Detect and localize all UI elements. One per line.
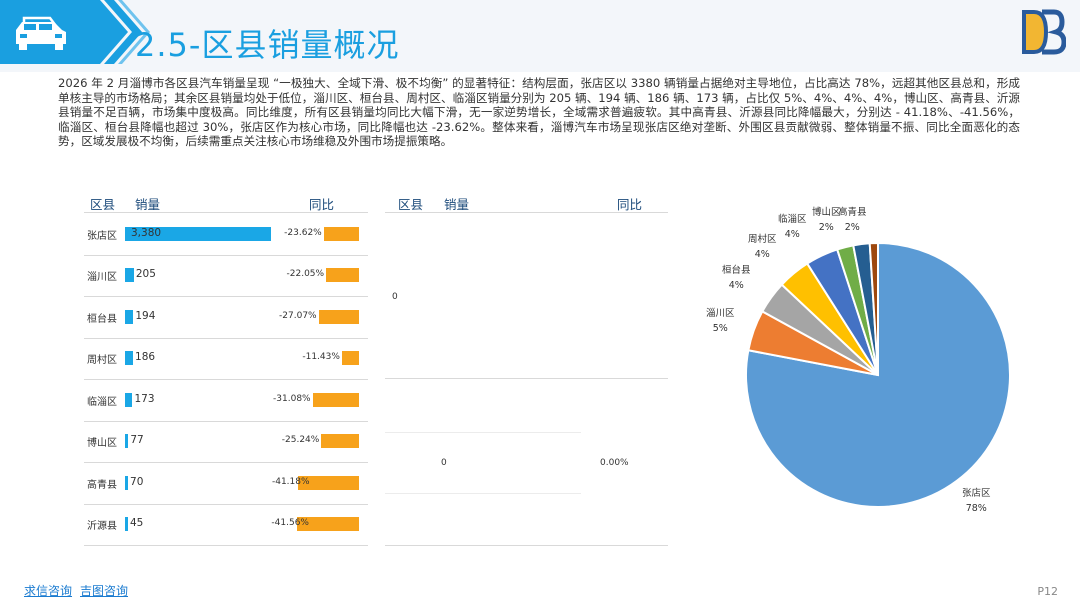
row-divider <box>84 462 368 463</box>
yoy-bar <box>297 475 359 490</box>
right-table-inner-line-2 <box>385 493 581 494</box>
row-district-label: 沂源县 <box>87 521 117 533</box>
pie-label: 高青县 2% <box>838 205 867 235</box>
pie-label: 淄川区 5% <box>706 306 735 336</box>
yoy-bar <box>323 226 359 241</box>
sales-value-label: 45 <box>130 517 144 530</box>
yoy-pct-label: -27.07% <box>279 310 317 321</box>
right-col-header-yoy: 同比 <box>617 197 643 212</box>
row-divider <box>84 503 368 505</box>
right-table-row-line <box>385 378 668 379</box>
pie-label-value: 2% <box>818 222 834 233</box>
pie-label-name: 高青县 <box>838 207 867 218</box>
pie-label: 博山区 2% <box>812 205 841 235</box>
yoy-bar <box>341 351 359 366</box>
sales-bar <box>125 475 129 490</box>
row-district-label: 周村区 <box>87 355 117 367</box>
yoy-pct-label: -11.43% <box>302 352 340 363</box>
header-band <box>0 0 1080 72</box>
row-divider <box>84 420 368 422</box>
car-icon <box>16 16 66 50</box>
page-number: P12 <box>1037 585 1058 598</box>
yoy-bar <box>318 309 359 324</box>
yoy-bar <box>297 517 359 532</box>
pie-label: 周村区 4% <box>748 232 777 262</box>
yoy-pct-label: -22.05% <box>286 269 325 280</box>
right-cell-a: 0 <box>392 292 398 302</box>
pie-chart <box>745 241 1011 508</box>
table-header-line <box>84 212 368 213</box>
row-divider <box>84 379 368 380</box>
sales-value-label: 3,380 <box>131 226 162 239</box>
pie-label-value: 4% <box>784 229 800 240</box>
pie-label-name: 桓台县 <box>722 265 751 276</box>
pie-label-value: 78% <box>965 503 987 514</box>
sales-value-label: 194 <box>135 309 156 322</box>
row-divider <box>84 254 368 256</box>
pie-label-value: 4% <box>754 249 770 260</box>
row-divider <box>84 545 368 546</box>
row-divider <box>84 296 368 297</box>
yoy-bar <box>321 434 359 449</box>
sales-bar <box>125 392 133 407</box>
right-table-inner-line <box>385 432 581 433</box>
yoy-pct-label: -25.24% <box>281 435 320 446</box>
pie-label: 张店区 78% <box>962 486 991 516</box>
sales-value-label: 186 <box>135 351 156 364</box>
sales-bar <box>125 517 128 532</box>
yoy-bar <box>326 268 359 283</box>
yoy-pct-label: -23.62% <box>284 227 322 238</box>
yoy-bar <box>312 392 359 407</box>
sales-value-label: 77 <box>130 434 144 447</box>
pie-label-value: 5% <box>712 323 728 334</box>
sales-bar <box>125 309 134 324</box>
pie-label: 临淄区 4% <box>778 212 807 242</box>
col-header-district: 区县 <box>90 197 116 212</box>
sales-bar <box>125 226 271 241</box>
sales-bar <box>125 351 134 366</box>
row-district-label: 张店区 <box>87 230 117 242</box>
yoy-pct-label: -41.18% <box>271 476 310 487</box>
sales-value-label: 173 <box>134 392 155 405</box>
row-district-label: 桓台县 <box>87 313 117 325</box>
sales-bar <box>125 268 134 283</box>
pie-label-value: 4% <box>728 280 744 291</box>
pie-label-value: 2% <box>844 222 860 233</box>
footer-link-jitu[interactable]: 吉图咨询 <box>80 584 129 598</box>
row-district-label: 淄川区 <box>87 272 117 284</box>
yoy-pct-label: -31.08% <box>273 393 311 404</box>
col-header-yoy: 同比 <box>309 197 335 212</box>
yoy-pct-label: -41.56% <box>271 518 309 529</box>
footer-link-qiuxin[interactable]: 求信咨询 <box>24 584 73 598</box>
right-cell-b: 0 <box>441 458 447 468</box>
db-logo-icon <box>1022 9 1066 55</box>
pie-label-name: 临淄区 <box>778 214 807 225</box>
pie-label: 桓台县 4% <box>722 263 751 293</box>
pie-label-name: 博山区 <box>812 207 841 218</box>
page-title: 2.5-区县销量概况 <box>135 26 400 64</box>
sales-bar <box>125 434 129 449</box>
right-table-header-line <box>385 212 668 213</box>
pie-label-name: 张店区 <box>962 488 991 499</box>
right-table-bottom-line <box>385 545 668 546</box>
row-district-label: 临淄区 <box>87 396 117 408</box>
pie-slice <box>868 241 879 376</box>
right-col-header-district: 区县 <box>398 197 424 212</box>
row-district-label: 博山区 <box>87 438 117 450</box>
summary-paragraph: 2026 年 2 月淄博市各区县汽车销量呈现 “一极独大、全域下滑、极不均衡” … <box>58 76 1021 149</box>
sales-value-label: 70 <box>130 475 144 488</box>
pie-label-name: 周村区 <box>748 234 777 245</box>
right-col-header-sales: 销量 <box>444 197 470 212</box>
right-cell-c: 0.00% <box>600 458 629 468</box>
row-district-label: 高青县 <box>87 479 117 491</box>
pie-label-name: 淄川区 <box>706 308 735 319</box>
row-divider <box>84 337 368 339</box>
sales-value-label: 205 <box>135 268 156 281</box>
col-header-sales: 销量 <box>135 197 161 212</box>
